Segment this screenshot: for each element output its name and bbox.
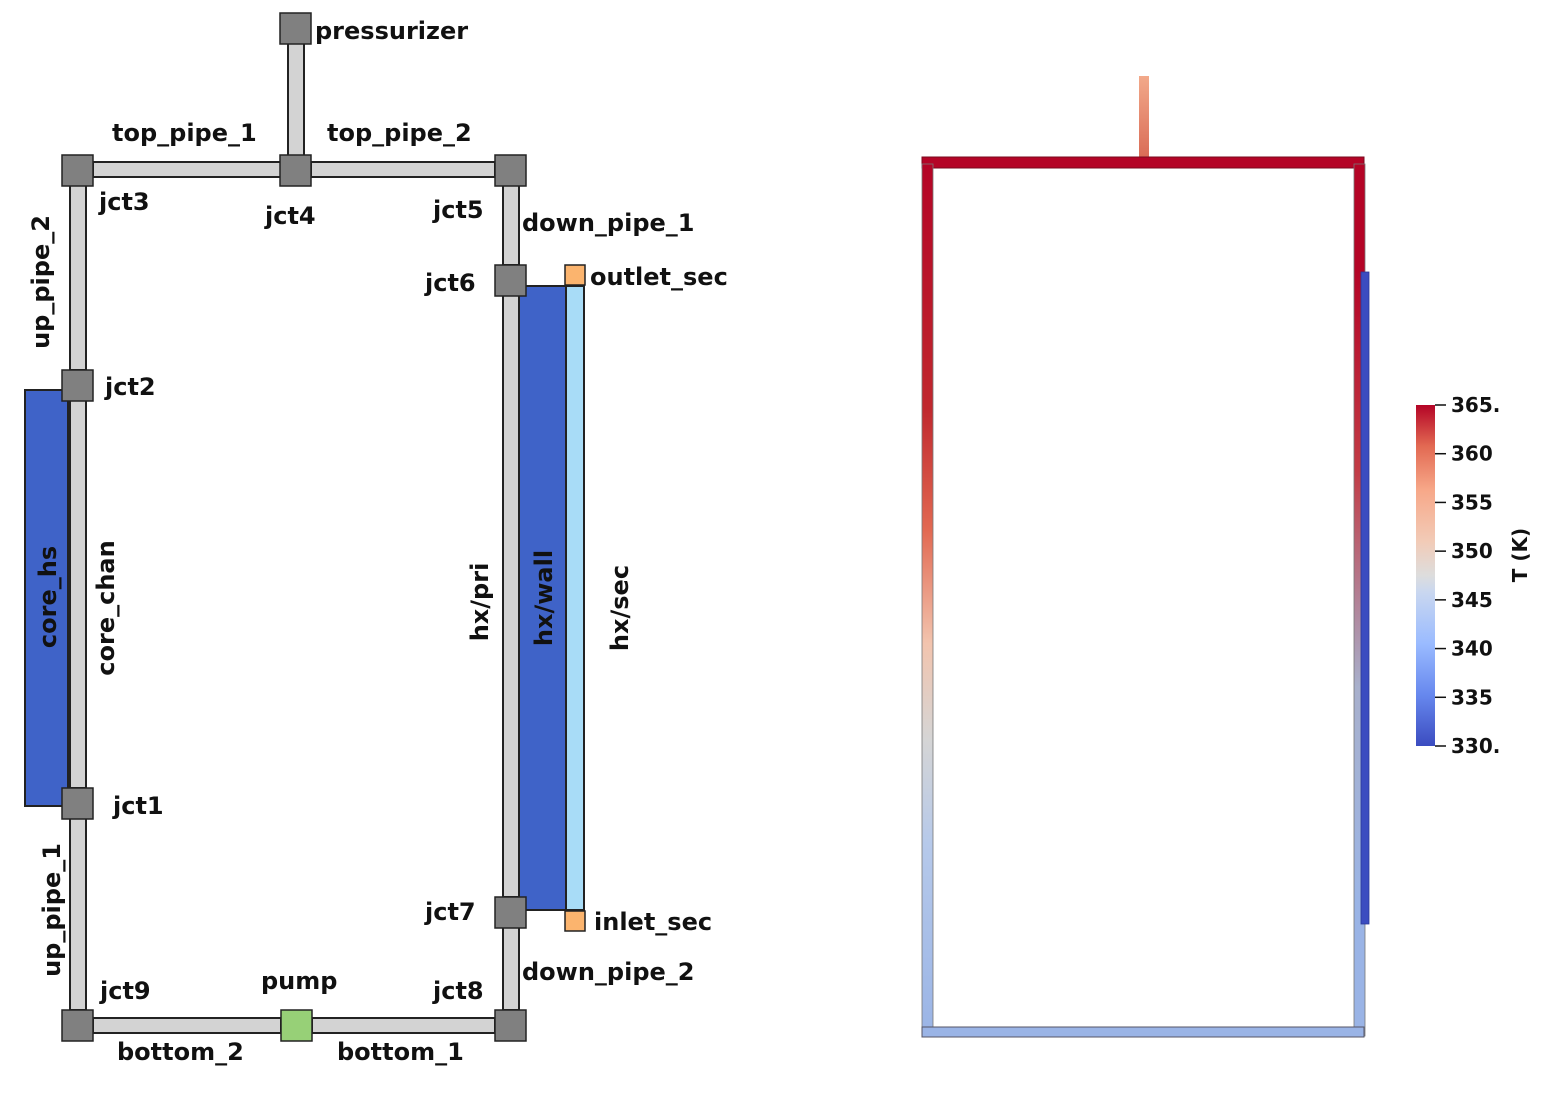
up-pipe-1 — [69, 817, 87, 1011]
colorbar-title: T (K) — [1508, 528, 1532, 582]
bottom-1-label: bottom_1 — [337, 1038, 464, 1066]
bottom-2-pipe — [92, 1017, 282, 1034]
bottom-pipe-render — [921, 1026, 1365, 1038]
colorbar-tick-label: 355 — [1451, 490, 1493, 514]
jct1-node — [61, 787, 94, 820]
top-pipe-render — [921, 156, 1365, 169]
colorbar-tick-label: 350 — [1451, 539, 1493, 563]
jct7-label: jct7 — [424, 898, 476, 926]
top-pipe-2 — [310, 161, 496, 178]
jct6-label: jct6 — [424, 269, 476, 297]
inlet-sec-node — [564, 910, 586, 932]
jct4-label: jct4 — [264, 202, 316, 230]
pump-label: pump — [261, 967, 337, 995]
loop-schematic: pressurizer top_pipe_1 top_pipe_2 jct3 j… — [24, 12, 728, 1066]
colorbar-gradient — [1416, 405, 1435, 746]
top-pipe-2-label: top_pipe_2 — [327, 119, 472, 147]
core-hs-label: core_hs — [34, 546, 62, 648]
jct4-node — [279, 154, 312, 187]
colorbar: 365. 360 355 350 345 340 335 330. T (K) — [1416, 393, 1532, 758]
hx-pri-pipe — [502, 294, 520, 898]
pressurizer-render — [1139, 76, 1149, 160]
jct9-label: jct9 — [99, 977, 151, 1005]
up-pipe-2-label: up_pipe_2 — [27, 215, 55, 349]
jct1-label: jct1 — [112, 792, 164, 820]
jct5-label: jct5 — [432, 196, 484, 224]
pressurizer-pipe — [287, 41, 305, 171]
down-pipe-1 — [502, 184, 520, 266]
core-chan-pipe — [69, 399, 87, 789]
jct8-label: jct8 — [432, 977, 484, 1005]
jct2-node — [61, 369, 94, 402]
inlet-sec-label: inlet_sec — [594, 908, 712, 936]
colorbar-tick-label: 335 — [1451, 685, 1493, 709]
jct8-node — [494, 1009, 527, 1042]
hx-wall-block — [518, 285, 567, 911]
hx-sec-label: hx/sec — [606, 565, 634, 651]
down-pipe-1-label: down_pipe_1 — [522, 209, 695, 237]
hx-wall-render — [1360, 271, 1370, 925]
top-pipe-1-label: top_pipe_1 — [112, 119, 257, 147]
up-pipe-1-label: up_pipe_1 — [38, 843, 66, 977]
core-chan-label: core_chan — [92, 540, 120, 675]
bottom-1-pipe — [311, 1017, 496, 1034]
colorbar-tick-label: 365. — [1451, 393, 1500, 417]
jct6-node — [494, 264, 527, 297]
up-pipe-2 — [69, 184, 87, 371]
outlet-sec-node — [564, 264, 586, 286]
pressurizer-label: pressurizer — [315, 17, 468, 45]
jct7-node — [494, 896, 527, 929]
colorbar-tick-label: 330. — [1451, 734, 1500, 758]
colorbar-tick-label: 345 — [1451, 588, 1493, 612]
bottom-2-label: bottom_2 — [117, 1038, 244, 1066]
hx-pri-label: hx/pri — [466, 563, 494, 642]
jct9-node — [61, 1009, 94, 1042]
jct3-node — [61, 154, 94, 187]
colorbar-tick-label: 340 — [1451, 637, 1493, 661]
colorbar-tick-label: 360 — [1451, 442, 1493, 466]
hx-sec-channel — [565, 285, 585, 911]
outlet-sec-label: outlet_sec — [590, 263, 728, 291]
down-pipe-2 — [502, 926, 520, 1011]
left-leg-render — [921, 163, 934, 1037]
jct2-label: jct2 — [104, 373, 156, 401]
jct3-label: jct3 — [98, 188, 150, 216]
temperature-field-render — [921, 76, 1370, 1038]
colorbar-ticks: 365. 360 355 350 345 340 335 330. — [1435, 393, 1500, 758]
down-pipe-2-label: down_pipe_2 — [522, 958, 695, 986]
jct5-node — [494, 154, 527, 187]
pump-node — [280, 1009, 313, 1042]
hx-wall-label: hx/wall — [530, 550, 558, 646]
core-hs-block — [24, 389, 69, 807]
top-pipe-1 — [92, 161, 296, 178]
pressurizer-node — [279, 12, 312, 45]
